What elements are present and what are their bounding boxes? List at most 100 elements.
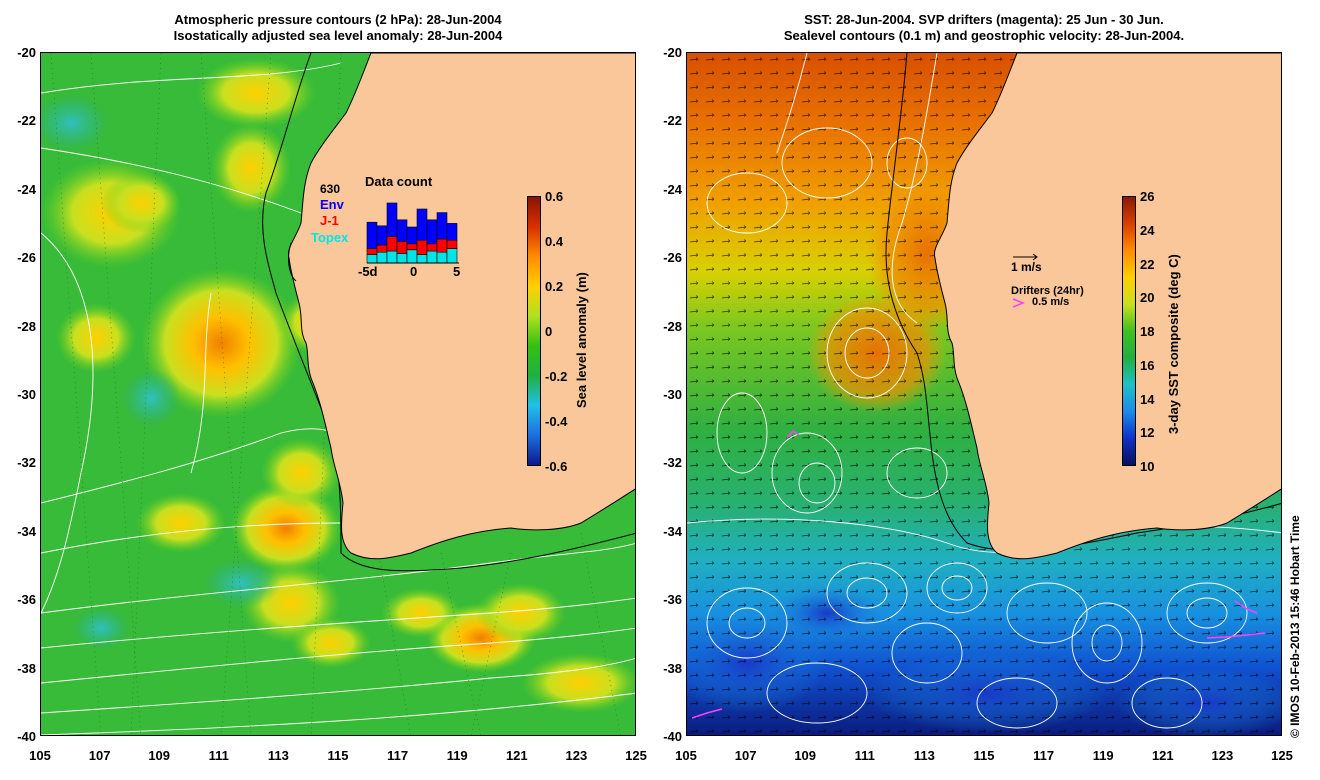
right-title: SST: 28-Jun-2004. SVP drifters (magenta)… bbox=[686, 12, 1282, 44]
inset-bar-j1 bbox=[416, 239, 428, 255]
latitude-tick: -28 bbox=[17, 318, 36, 334]
dot-tracks bbox=[50, 53, 621, 735]
sea-level-anomaly-svg bbox=[41, 53, 635, 735]
inset-bar-topex bbox=[426, 250, 438, 264]
inset-bars bbox=[366, 202, 458, 264]
colorbar-tick: 26 bbox=[1140, 189, 1155, 204]
latitude-tick: -34 bbox=[663, 523, 682, 539]
colorbar-tick: 22 bbox=[1140, 256, 1155, 272]
inset-bar-env bbox=[446, 223, 458, 241]
longitude-tick: 113 bbox=[267, 748, 289, 763]
inset-title: Data count bbox=[365, 174, 433, 189]
inset-legend-topex: Topex bbox=[311, 230, 349, 245]
shelf-break-line-sst bbox=[885, 53, 1281, 551]
latitude-tick: -34 bbox=[17, 523, 36, 539]
latitude-tick: -30 bbox=[663, 387, 682, 402]
inset-bar-j1 bbox=[436, 238, 448, 253]
latitude-tick: -22 bbox=[17, 113, 36, 129]
left-title: Atmospheric pressure contours (2 hPa): 2… bbox=[40, 12, 636, 44]
colorbar-tick: -0.6 bbox=[545, 459, 568, 474]
latitude-tick: -38 bbox=[17, 660, 36, 676]
sst-colorbar bbox=[1122, 196, 1136, 466]
inset-bar-topex bbox=[376, 251, 388, 264]
latitude-tick: -24 bbox=[663, 181, 682, 197]
inset-bar-env bbox=[366, 221, 378, 249]
longitude-tick: 111 bbox=[208, 748, 229, 763]
colorbar-tick: 24 bbox=[1140, 222, 1155, 238]
inset-bar-env bbox=[406, 226, 418, 245]
longitude-tick: 111 bbox=[854, 748, 875, 763]
inset-total: 630 bbox=[320, 182, 341, 196]
inset-xtick-end: 5 bbox=[453, 264, 461, 279]
latitude-tick: -28 bbox=[663, 318, 682, 334]
land-australia-sst bbox=[933, 53, 1281, 560]
inset-bar-j1 bbox=[376, 244, 388, 253]
longitude-tick: 113 bbox=[913, 748, 935, 763]
data-count-inset bbox=[359, 202, 461, 265]
velocity-scale-label: 1 m/s bbox=[1011, 260, 1042, 274]
inset-bar-env bbox=[426, 219, 438, 245]
colorbar-tick: 0.6 bbox=[545, 189, 564, 204]
sst-map[interactable] bbox=[686, 52, 1282, 736]
latitude-tick: -22 bbox=[663, 113, 682, 129]
longitude-tick: 117 bbox=[387, 748, 409, 763]
inset-legend-j1: J-1 bbox=[320, 213, 339, 228]
latitude-tick: -20 bbox=[663, 45, 682, 60]
inset-bar-topex bbox=[436, 251, 448, 264]
imos-credit: © IMOS 10-Feb-2013 15:46 Hobart Time bbox=[1288, 515, 1302, 738]
latitude-tick: -26 bbox=[663, 250, 682, 266]
colorbar-tick: 16 bbox=[1140, 357, 1155, 373]
left-title-line2: Isostatically adjusted sea level anomaly… bbox=[173, 28, 503, 43]
inset-bar-env bbox=[396, 219, 408, 242]
longitude-tick: 119 bbox=[446, 748, 468, 763]
inset-bar-env bbox=[386, 202, 398, 237]
sst-colorbar-label: 3-day SST composite (deg C) bbox=[1166, 254, 1181, 434]
colorbar-tick: -0.4 bbox=[545, 414, 568, 429]
drifter-scale-arrow bbox=[1012, 298, 1026, 308]
colorbar-tick: 20 bbox=[1140, 290, 1155, 306]
inset-bar-env bbox=[436, 212, 448, 240]
sealevel-contours bbox=[687, 53, 1281, 729]
longitude-tick: 125 bbox=[1271, 748, 1293, 763]
sea-level-anomaly-map[interactable] bbox=[40, 52, 636, 736]
latitude-tick: -40 bbox=[663, 729, 682, 744]
sea-level-colorbar-label: Sea level anomaly (m) bbox=[574, 272, 589, 408]
inset-bar-env bbox=[376, 225, 388, 246]
anomaly-blobs bbox=[41, 58, 635, 713]
colorbar-tick: 0.4 bbox=[545, 234, 564, 249]
inset-bar-j1 bbox=[396, 241, 408, 254]
inset-bar-j1 bbox=[366, 248, 378, 255]
inset-bar-topex bbox=[446, 248, 458, 264]
longitude-tick: 105 bbox=[29, 748, 51, 763]
inset-bar-topex bbox=[386, 250, 398, 264]
inset-bar-j1 bbox=[446, 239, 458, 249]
latitude-tick: -32 bbox=[663, 455, 682, 471]
velocity-scale-arrowhead bbox=[1032, 253, 1038, 261]
sst-svg bbox=[687, 53, 1281, 735]
latitude-tick: -24 bbox=[17, 181, 36, 197]
velocity-legend bbox=[1012, 253, 1038, 308]
inset-xtick-start: -5d bbox=[358, 264, 378, 279]
left-title-line1: Atmospheric pressure contours (2 hPa): 2… bbox=[174, 12, 502, 27]
drifters-scale-label: 0.5 m/s bbox=[1032, 296, 1070, 308]
colorbar-tick: 10 bbox=[1140, 459, 1155, 474]
inset-xtick-zero: 0 bbox=[410, 264, 418, 279]
colorbar-tick: 0 bbox=[545, 324, 553, 339]
longitude-tick: 123 bbox=[565, 748, 588, 763]
latitude-tick: -36 bbox=[17, 592, 36, 608]
longitude-tick: 115 bbox=[973, 748, 995, 763]
colorbar-tick: 0.2 bbox=[545, 279, 564, 294]
inset-bar-env bbox=[416, 208, 428, 241]
latitude-tick: -32 bbox=[17, 455, 36, 471]
latitude-tick: -40 bbox=[17, 729, 36, 744]
longitude-tick: 115 bbox=[327, 748, 349, 763]
sea-level-colorbar bbox=[527, 196, 541, 466]
colorbar-tick: 14 bbox=[1140, 391, 1155, 407]
longitude-tick: 105 bbox=[675, 748, 697, 763]
longitude-tick: 107 bbox=[734, 748, 757, 763]
inset-bar-topex bbox=[366, 254, 378, 264]
inset-bar-j1 bbox=[386, 236, 398, 252]
longitude-tick: 123 bbox=[1211, 748, 1234, 763]
right-title-line2: Sealevel contours (0.1 m) and geostrophi… bbox=[783, 28, 1185, 43]
inset-bar-topex bbox=[396, 253, 408, 264]
